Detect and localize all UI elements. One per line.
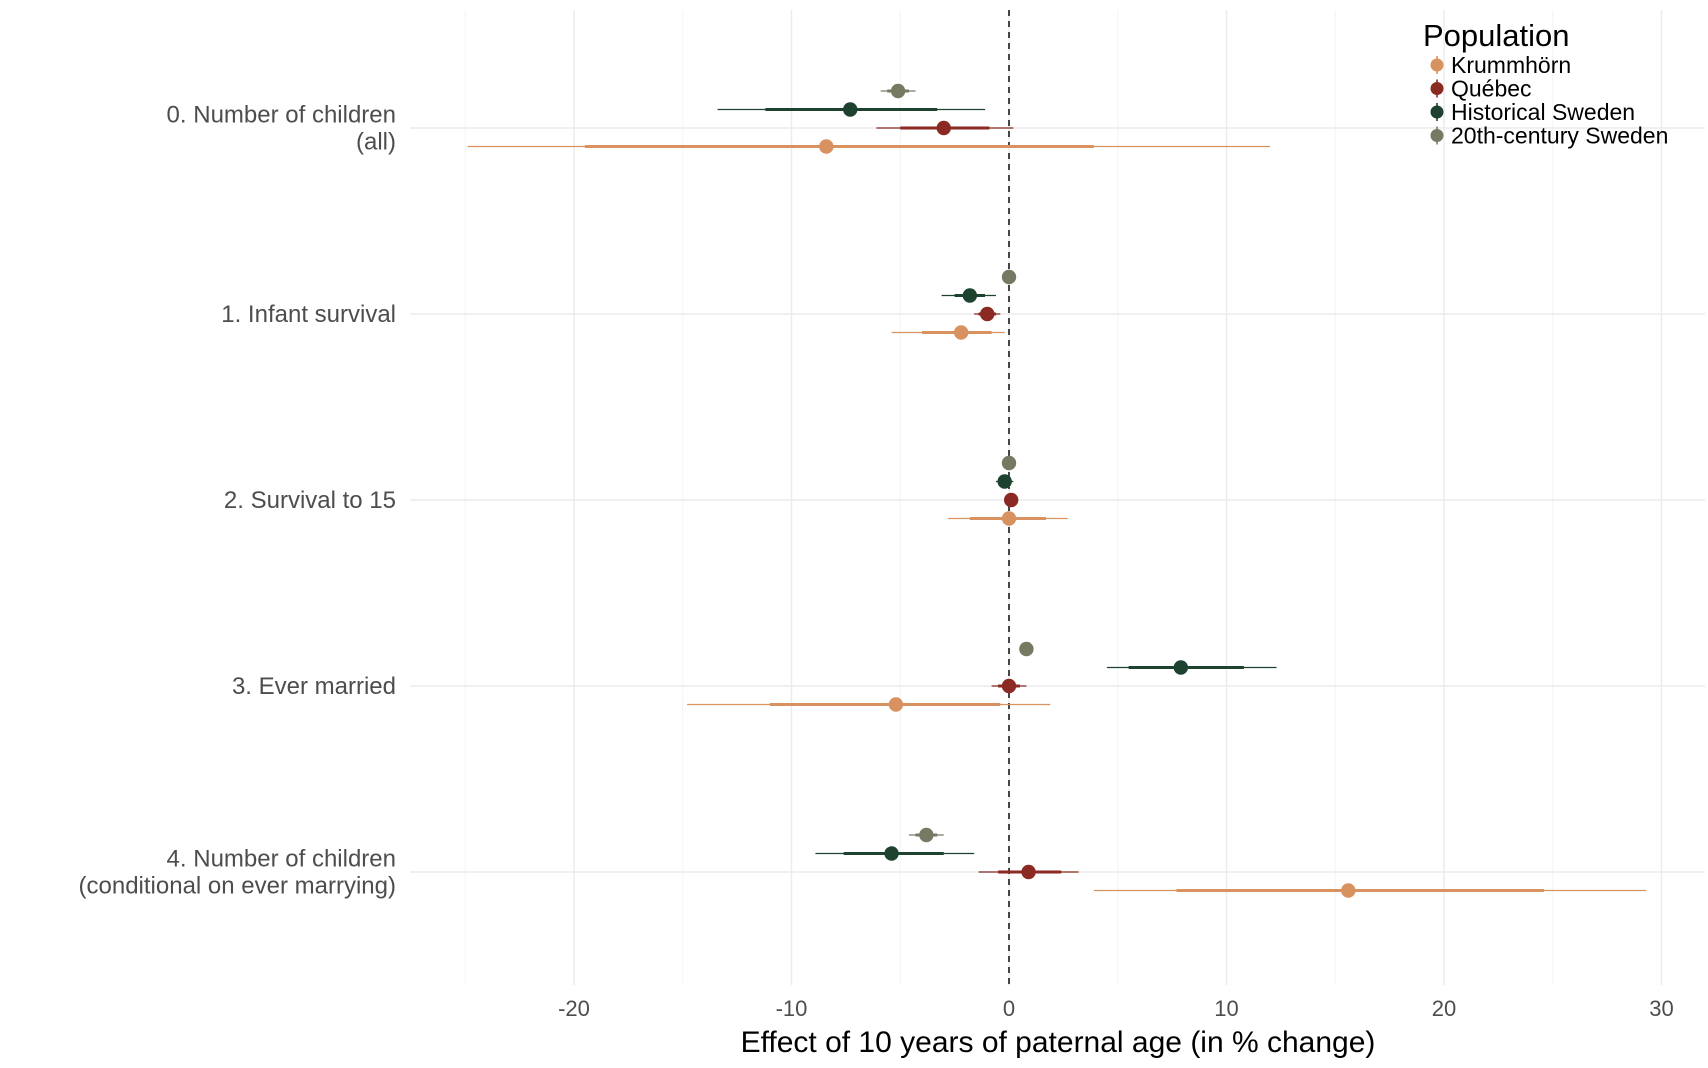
estimate-point	[936, 120, 951, 136]
estimate-point	[1003, 492, 1019, 508]
y-tick-label: 4. Number of children (conditional on eve…	[79, 846, 396, 900]
y-tick-label: 0. Number of children (all)	[167, 102, 396, 156]
estimate-point	[1341, 883, 1356, 898]
estimate-point	[819, 139, 834, 154]
x-tick-label: 0	[1003, 996, 1015, 1021]
y-tick-label: 2. Survival to 15	[224, 487, 396, 514]
legend-key-dot	[1430, 58, 1444, 72]
x-tick-labels: -20 -10 0 10 20 30	[558, 996, 1674, 1021]
estimate-point	[1001, 455, 1017, 471]
estimate-point	[1001, 678, 1017, 694]
legend-label: Historical Sweden	[1451, 99, 1635, 125]
estimate-point	[1001, 511, 1017, 526]
legend-key-dot	[1430, 105, 1444, 119]
series-krummh-rn	[467, 139, 1647, 898]
legend-label: Québec	[1451, 76, 1532, 102]
x-tick-label: -20	[558, 996, 590, 1021]
estimate-point	[884, 846, 899, 861]
estimate-point	[953, 325, 969, 340]
legend-key-dot	[1430, 82, 1444, 95]
series-20th-century-sweden	[880, 83, 1034, 843]
series-historical-sweden	[717, 102, 1277, 861]
estimate-point	[962, 288, 978, 303]
estimate-point	[997, 474, 1012, 489]
estimate-point	[890, 83, 906, 99]
y-tick-label: 3. Ever married	[232, 673, 396, 700]
legend-label: Krummhörn	[1451, 52, 1571, 78]
x-tick-label: 30	[1649, 996, 1673, 1021]
y-tick-labels: 0. Number of children (all) 1. Infant surv…	[79, 102, 396, 900]
legend-label: 20th-century Sweden	[1451, 123, 1668, 149]
x-axis-label: Effect of 10 years of paternal age (in %…	[741, 1026, 1376, 1059]
x-tick-label: 10	[1214, 996, 1238, 1021]
estimate-point	[1021, 864, 1036, 880]
legend-key-dot	[1430, 129, 1444, 142]
legend-title: Population	[1423, 18, 1570, 53]
estimate-point	[843, 102, 858, 117]
series-qu-bec	[876, 120, 1079, 880]
x-tick-label: 20	[1432, 996, 1456, 1021]
estimate-point	[1001, 269, 1017, 285]
grid-lines	[410, 10, 1705, 985]
chart-marks	[467, 83, 1647, 898]
estimate-point	[980, 306, 995, 322]
y-tick-label: 1. Infant survival	[221, 301, 396, 328]
estimate-point	[919, 827, 934, 843]
x-tick-label: -10	[776, 996, 808, 1021]
estimate-point	[888, 697, 904, 712]
estimate-point	[1019, 641, 1034, 657]
estimate-point	[1173, 660, 1189, 675]
